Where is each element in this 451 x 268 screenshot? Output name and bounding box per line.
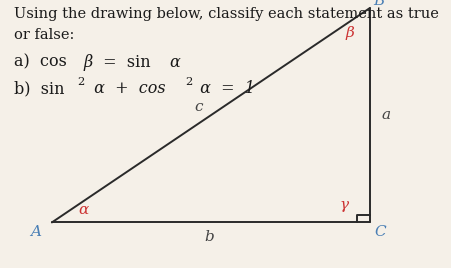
Text: B: B xyxy=(373,0,384,8)
Text: b)  sin: b) sin xyxy=(14,80,64,97)
Text: Using the drawing below, classify each statement as true: Using the drawing below, classify each s… xyxy=(14,7,438,21)
Text: c: c xyxy=(194,100,202,114)
Text: α: α xyxy=(169,54,180,70)
Text: b: b xyxy=(205,230,215,244)
Text: β: β xyxy=(83,54,93,70)
Text: α  +  cos: α + cos xyxy=(89,80,166,97)
Text: α: α xyxy=(78,203,88,217)
Text: a)  cos: a) cos xyxy=(14,54,72,70)
Text: β: β xyxy=(345,27,354,40)
Text: =  sin: = sin xyxy=(98,54,156,70)
Text: or false:: or false: xyxy=(14,28,74,42)
Text: C: C xyxy=(374,225,386,239)
Text: A: A xyxy=(31,225,41,239)
Text: α  =  1: α = 1 xyxy=(195,80,255,97)
Text: a: a xyxy=(381,108,390,122)
Text: 2: 2 xyxy=(185,77,192,87)
Text: γ: γ xyxy=(340,198,349,212)
Text: 2: 2 xyxy=(78,77,85,87)
